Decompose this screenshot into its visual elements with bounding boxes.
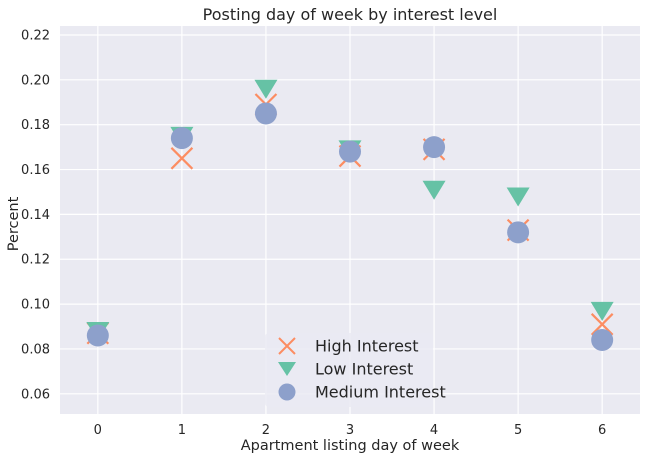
x-tick-label: 2 bbox=[262, 423, 270, 438]
point-high-interest bbox=[590, 313, 614, 336]
x-tick-label: 6 bbox=[598, 423, 606, 438]
legend-marker-medium-interest bbox=[278, 383, 296, 401]
legend-item-medium-interest: Medium Interest bbox=[278, 383, 446, 402]
x-tick-label: 4 bbox=[430, 423, 438, 438]
y-tick-label: 0.08 bbox=[21, 342, 50, 357]
point-medium-interest bbox=[591, 328, 614, 351]
legend-marker-high-interest bbox=[278, 337, 296, 355]
y-tick-label: 0.10 bbox=[21, 298, 50, 313]
point-medium-interest bbox=[170, 127, 193, 150]
x-tick-label: 0 bbox=[94, 423, 102, 438]
point-low-interest bbox=[506, 187, 530, 207]
legend-box bbox=[265, 333, 433, 407]
y-tick-label: 0.12 bbox=[21, 253, 50, 268]
y-tick-label: 0.14 bbox=[21, 208, 50, 223]
legend-label: Medium Interest bbox=[315, 383, 446, 402]
y-axis-label: Percent bbox=[6, 196, 22, 251]
y-tick-label: 0.06 bbox=[21, 387, 50, 402]
chart-title: Posting day of week by interest level bbox=[203, 5, 498, 24]
point-high-interest bbox=[170, 147, 194, 170]
x-axis-label: Apartment listing day of week bbox=[241, 438, 460, 454]
y-tick-label: 0.18 bbox=[21, 118, 50, 133]
point-low-interest bbox=[422, 180, 446, 200]
legend-marker-low-interest bbox=[278, 362, 296, 376]
point-low-interest bbox=[590, 301, 614, 321]
point-medium-interest bbox=[507, 221, 530, 244]
x-tick-label: 3 bbox=[346, 423, 354, 438]
y-tick-labels: 0.06 0.08 0.10 0.12 0.14 0.16 0.18 0.20 0.22 bbox=[21, 28, 50, 402]
legend-label: High Interest bbox=[315, 337, 419, 356]
x-tick-labels: 0 1 2 3 4 5 6 bbox=[94, 423, 607, 438]
point-medium-interest bbox=[339, 140, 361, 163]
point-medium-interest bbox=[86, 324, 109, 347]
y-tick-label: 0.16 bbox=[21, 163, 50, 178]
legend-item-high-interest: High Interest bbox=[278, 337, 419, 356]
legend-label: Low Interest bbox=[315, 360, 413, 379]
y-tick-label: 0.22 bbox=[21, 28, 50, 43]
point-low-interest bbox=[254, 79, 278, 99]
legend: High Interest Low Interest Medium Interest bbox=[265, 333, 446, 407]
x-tick-label: 1 bbox=[178, 423, 186, 438]
data-points bbox=[86, 79, 614, 351]
point-medium-interest bbox=[254, 102, 277, 125]
point-medium-interest bbox=[423, 136, 446, 159]
x-tick-label: 5 bbox=[514, 423, 522, 438]
y-tick-label: 0.20 bbox=[21, 73, 50, 88]
legend-item-low-interest: Low Interest bbox=[278, 360, 413, 379]
